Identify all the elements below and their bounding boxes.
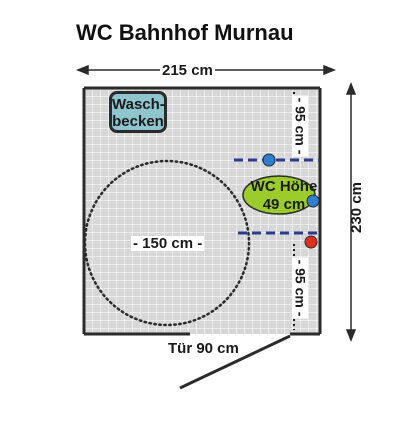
support-point-red (304, 235, 318, 249)
height-arrow-bottom (345, 329, 357, 343)
room-walls (82, 86, 322, 336)
support-point-toilet (306, 194, 320, 208)
width-arrow-left (75, 64, 89, 76)
turning-circle-label: - 150 cm - (131, 235, 205, 252)
width-label: 215 cm (160, 62, 215, 79)
turning-circle (83, 159, 251, 327)
door-leaf (179, 334, 291, 390)
sink-label-line2: becken (112, 113, 164, 130)
height-arrow-top (345, 81, 357, 95)
width-arrow-right (323, 64, 337, 76)
sink: Wasch- becken (109, 91, 167, 133)
toilet-label-line1: WC Höhe (250, 178, 318, 195)
door-label: Tür 90 cm (168, 340, 239, 357)
distance-label-top: - 95 cm - (292, 95, 309, 157)
height-label: 230 cm (347, 182, 365, 233)
sink-label-line1: Wasch- (112, 96, 165, 113)
height-dimension (345, 81, 357, 343)
page-title: WC Bahnhof Murnau (76, 20, 294, 45)
toilet-label-line2: 49 cm (262, 196, 306, 213)
toilet-label: WC Höhe 49 cm (247, 178, 321, 214)
distance-label-bottom: - 95 cm - (292, 257, 309, 319)
support-point-top (262, 153, 276, 167)
